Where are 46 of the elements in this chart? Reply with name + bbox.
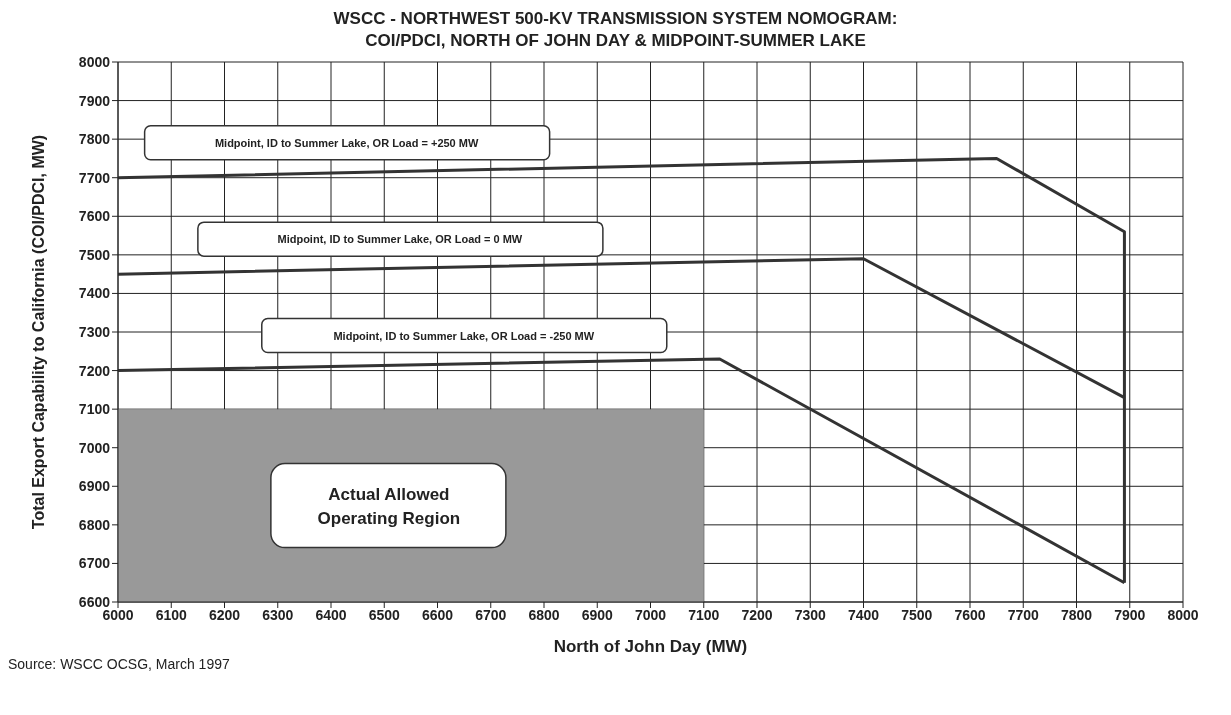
x-axis-title: North of John Day (MW): [553, 637, 748, 656]
y-tick-label: 6900: [78, 478, 111, 495]
x-tick-label: 6100: [155, 606, 188, 623]
y-tick-label: 7200: [78, 362, 111, 379]
x-tick-label: 7300: [794, 606, 827, 623]
y-tick-label: 7800: [78, 131, 111, 148]
series-label: Actual Allowed Operating Region: [317, 484, 461, 528]
y-tick-label: 7500: [78, 246, 111, 263]
x-tick-label: 7800: [1060, 606, 1093, 623]
x-tick-label: 7700: [1007, 606, 1040, 623]
x-tick-label: 6700: [475, 606, 507, 623]
y-tick-label: 7700: [78, 169, 111, 186]
source-note: Source: WSCC OCSG, March 1997: [8, 656, 231, 672]
y-tick-label: 8000: [78, 53, 111, 70]
y-tick-label: 7100: [78, 401, 111, 418]
x-tick-label: 6200: [208, 606, 241, 623]
x-tick-label: 7100: [688, 606, 720, 623]
rounded-text-box: Midpoint, ID to Summer Lake, OR Load = 0 MW: [197, 221, 604, 257]
x-tick-label: 7600: [954, 606, 986, 623]
y-tick-label: 7900: [78, 92, 111, 109]
x-tick-label: 8000: [1167, 606, 1199, 623]
y-tick-label: 7400: [78, 285, 111, 302]
x-tick-label: 7900: [1114, 606, 1146, 623]
x-tick-label: 6800: [528, 606, 560, 623]
series-label: Midpoint, ID to Summer Lake, OR Load = -250 MW: [333, 329, 595, 342]
series-label: Midpoint, ID to Summer Lake, OR Load = +250 MW: [214, 136, 479, 149]
y-axis-title: Total Export Capability to California (COI/PDCI, MW): [29, 134, 47, 530]
x-tick-label: 6900: [581, 606, 614, 623]
y-tick-label: 6700: [78, 555, 111, 572]
rounded-text-box: Midpoint, ID to Summer Lake, OR Load = -250 MW: [261, 317, 668, 354]
x-tick-label: 7400: [847, 606, 880, 623]
x-tick-label: 7500: [901, 606, 933, 623]
x-tick-label: 6600: [421, 606, 454, 623]
chart-title: WSCC - NORTHWEST 500-KV TRANSMISSION SYSTEM NOMOGRAM: COI/PDCI, NORTH OF JOHN DAY & MIDPOINT-SUMMER LAKE: [332, 8, 899, 52]
x-tick-label: 6400: [315, 606, 347, 623]
x-tick-label: 7200: [741, 606, 773, 623]
rounded-text-box: Actual Allowed Operating Region: [270, 462, 507, 549]
y-tick-label: 7300: [78, 323, 111, 340]
x-tick-label: 7000: [634, 606, 667, 623]
series-label: Midpoint, ID to Summer Lake, OR Load = 0 MW: [277, 233, 523, 246]
x-tick-label: 6300: [262, 606, 294, 623]
rounded-text-box: Midpoint, ID to Summer Lake, OR Load = +250 MW: [143, 124, 551, 161]
x-tick-label: 6500: [368, 606, 401, 623]
y-tick-label: 6800: [78, 516, 111, 533]
y-tick-label: 7600: [78, 208, 111, 225]
y-tick-label: 7000: [78, 439, 111, 456]
